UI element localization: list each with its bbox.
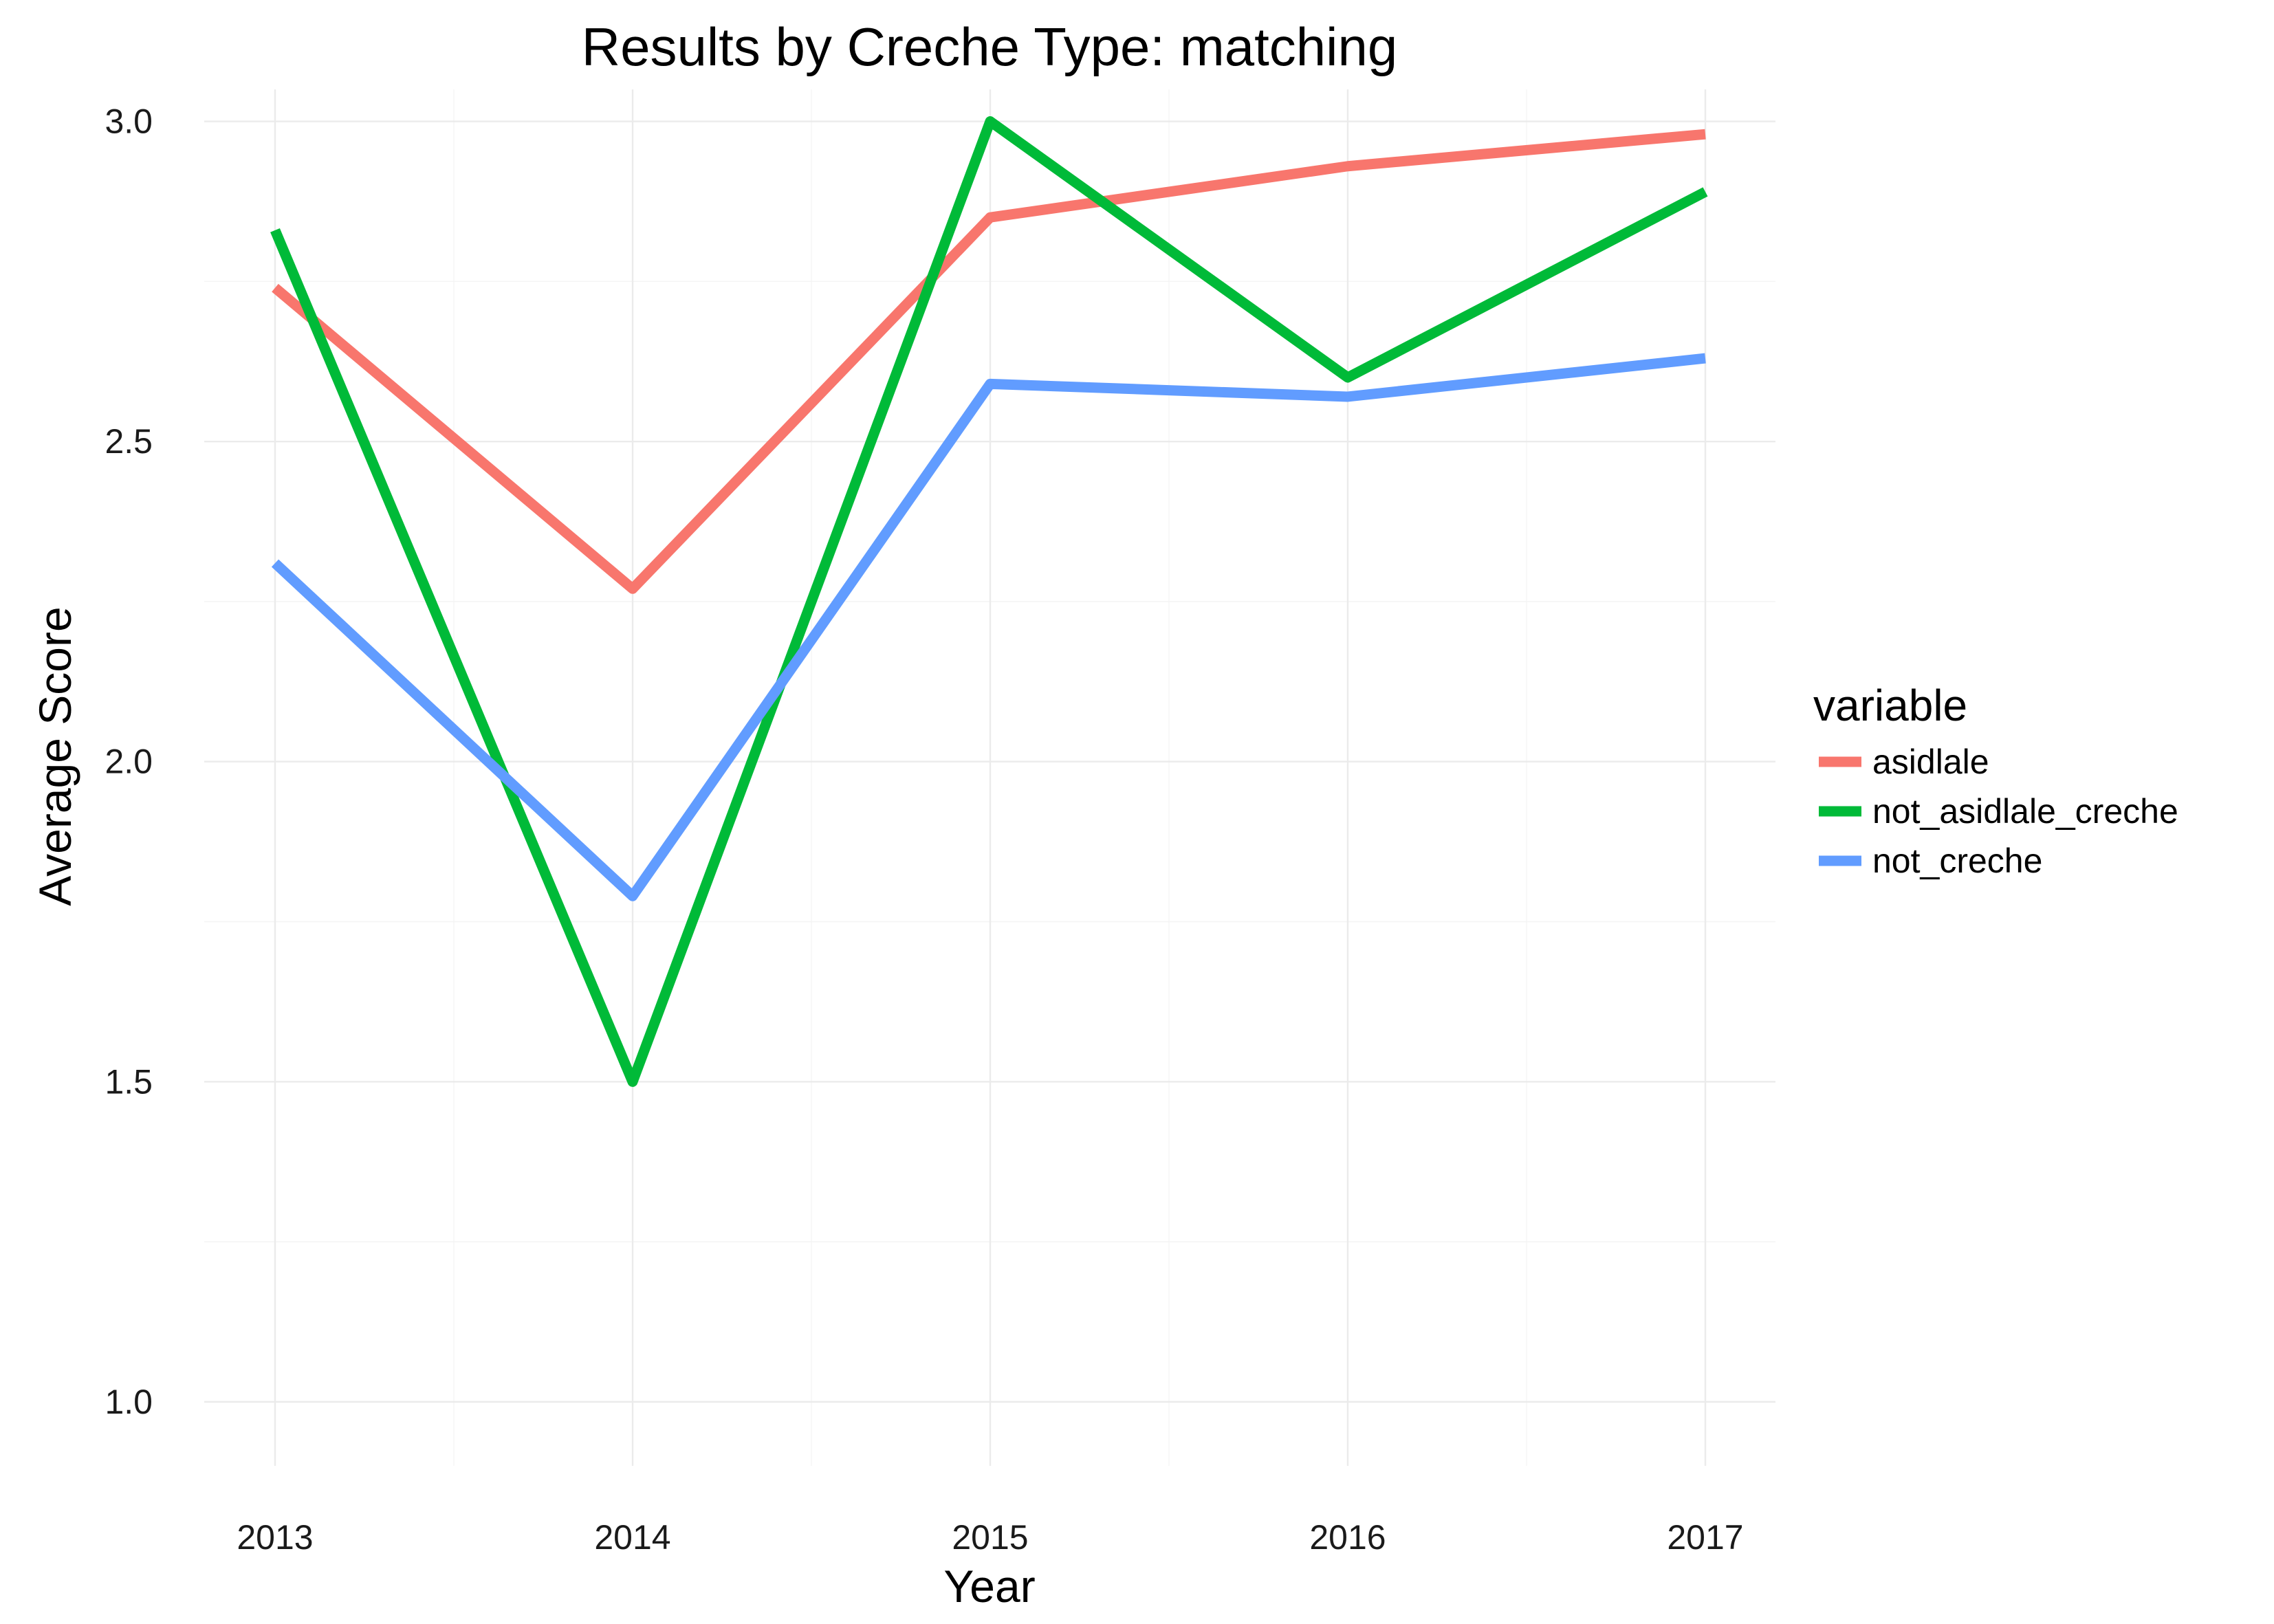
- series-line-asidlale: [272, 129, 1706, 594]
- x-tick-label: 2015: [952, 1518, 1028, 1557]
- legend-title: variable: [1813, 681, 1967, 730]
- y-axis-ticks: 1.0 1.5 2.0 2.5 3.0: [105, 102, 153, 1421]
- x-axis-title: Year: [943, 1561, 1035, 1612]
- chart-title: Results by Creche Type: matching: [582, 17, 1397, 77]
- x-tick-label: 2014: [594, 1518, 670, 1557]
- y-tick-label: 2.5: [105, 422, 153, 461]
- y-tick-label: 1.5: [105, 1062, 153, 1101]
- x-tick-label: 2013: [237, 1518, 313, 1557]
- y-axis-title: Average Score: [30, 606, 80, 906]
- y-tick-label: 1.0: [105, 1383, 153, 1421]
- legend-label-not-asidlale-creche: not_asidlale_creche: [1872, 792, 2178, 831]
- legend: variable asidlale not_asidlale_creche not_…: [1813, 681, 2178, 880]
- series-line-not-asidlale-creche: [270, 116, 1708, 1087]
- x-tick-label: 2017: [1667, 1518, 1743, 1557]
- legend-label-asidlale: asidlale: [1872, 743, 1989, 781]
- series-line-not-creche: [271, 353, 1706, 901]
- plot-grid: [204, 89, 1775, 1466]
- series-lines: [270, 116, 1708, 1087]
- x-axis-ticks: 2013 2014 2015 2016 2017: [237, 1518, 1743, 1557]
- x-tick-label: 2016: [1309, 1518, 1386, 1557]
- legend-label-not-creche: not_creche: [1872, 842, 2042, 880]
- y-tick-label: 3.0: [105, 102, 153, 141]
- y-tick-label: 2.0: [105, 743, 153, 781]
